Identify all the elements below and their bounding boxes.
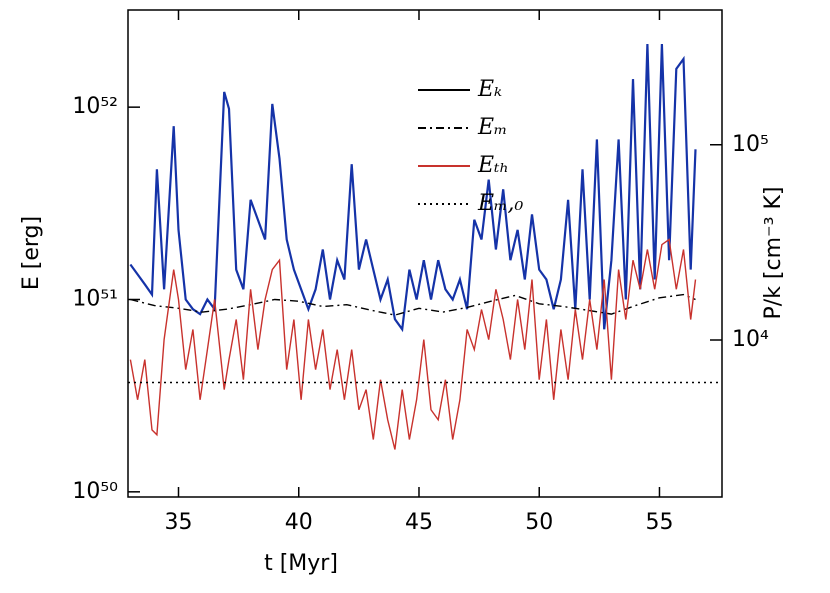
x-tick-label: 55: [645, 510, 673, 535]
series-line: [130, 293, 696, 316]
legend-label: Eₜₕ: [477, 153, 509, 178]
y2-axis-label: P/k [cm⁻³ K]: [761, 187, 786, 320]
legend-label: Eₘ: [477, 115, 508, 140]
y-tick-label: 10⁵¹: [72, 286, 118, 311]
plot-frame: [127, 9, 723, 498]
legend-label: Eₖ: [477, 77, 502, 102]
y-tick-label: 10⁵⁰: [72, 479, 118, 504]
x-tick-label: 45: [405, 510, 433, 535]
y2-tick-label: 10⁵: [732, 132, 769, 157]
series-line: [129, 43, 697, 333]
legend-label: Eₘ,₀: [477, 191, 524, 216]
x-tick-label: 40: [285, 510, 313, 535]
y-axis-label: E [erg]: [19, 216, 44, 290]
y-tick-label: 10⁵²: [72, 94, 118, 119]
x-axis-label: t [Myr]: [264, 551, 338, 576]
y2-tick-label: 10⁴: [732, 327, 769, 352]
x-tick-label: 50: [525, 510, 553, 535]
series-line: [129, 238, 697, 450]
x-tick-label: 35: [165, 510, 193, 535]
